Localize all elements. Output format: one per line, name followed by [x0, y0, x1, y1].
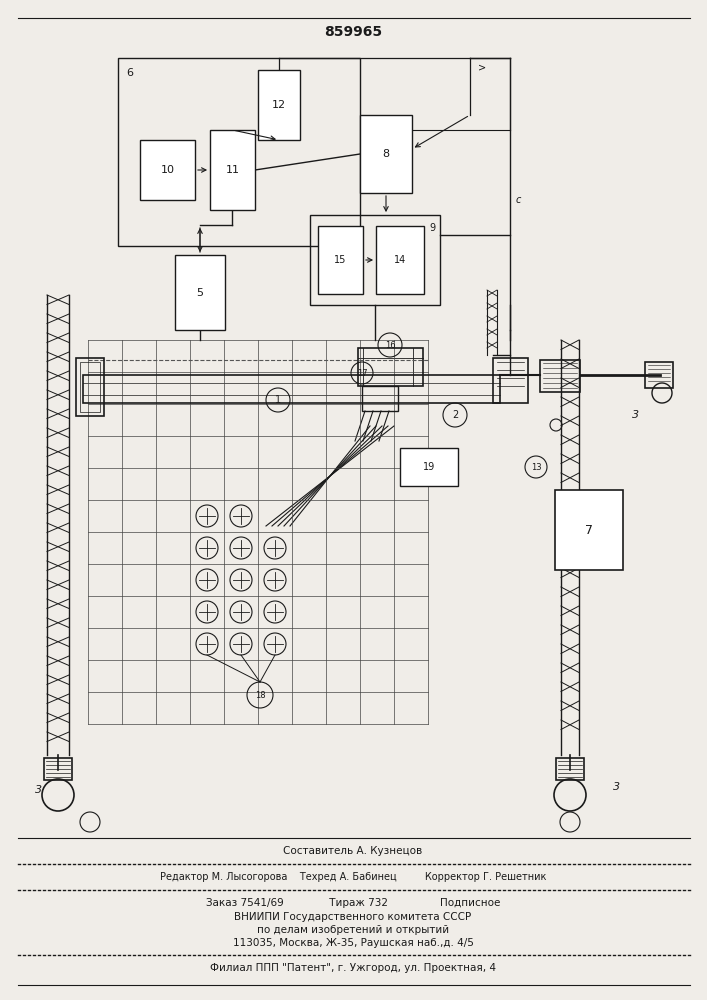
Bar	[400, 448, 458, 486]
Bar	[645, 362, 673, 388]
Bar	[140, 140, 195, 200]
Bar	[76, 358, 104, 416]
Text: 19: 19	[423, 462, 435, 472]
Text: 3: 3	[613, 782, 620, 792]
Text: 1: 1	[275, 395, 281, 405]
Text: 17: 17	[357, 368, 368, 377]
Bar	[360, 115, 412, 193]
Bar	[258, 70, 300, 140]
Text: 14: 14	[394, 255, 406, 265]
Text: Заказ 7541/69              Тираж 732                Подписное: Заказ 7541/69 Тираж 732 Подписное	[206, 898, 500, 908]
Text: 10: 10	[160, 165, 175, 175]
Text: 3: 3	[632, 410, 639, 420]
Bar	[80, 362, 100, 412]
Text: 9: 9	[430, 223, 436, 233]
Text: 8: 8	[382, 149, 390, 159]
Text: Редактор М. Лысогорова    Техред А. Бабинец         Корректор Г. Решетник: Редактор М. Лысогорова Техред А. Бабинец…	[160, 872, 547, 882]
Bar	[493, 358, 528, 403]
Bar	[358, 348, 423, 386]
Text: по делам изобретений и открытий: по делам изобретений и открытий	[257, 925, 449, 935]
Text: Составитель А. Кузнецов: Составитель А. Кузнецов	[284, 846, 423, 856]
Text: 12: 12	[272, 100, 286, 110]
Bar	[118, 58, 360, 246]
Text: 859965: 859965	[324, 25, 382, 39]
Bar	[540, 360, 580, 392]
Text: >: >	[478, 62, 486, 72]
Text: 7: 7	[585, 524, 593, 536]
Bar	[175, 255, 225, 330]
Bar	[555, 490, 623, 570]
Bar	[318, 226, 363, 294]
Bar	[556, 758, 584, 780]
Text: 13: 13	[531, 462, 542, 472]
Text: 11: 11	[226, 165, 240, 175]
Text: ВНИИПИ Государственного комитета СССР: ВНИИПИ Государственного комитета СССР	[235, 912, 472, 922]
Text: 3: 3	[35, 785, 42, 795]
Text: 16: 16	[385, 340, 395, 350]
Text: c: c	[516, 195, 521, 205]
Bar	[44, 758, 72, 780]
Text: Филиал ППП "Патент", г. Ужгород, ул. Проектная, 4: Филиал ППП "Патент", г. Ужгород, ул. Про…	[210, 963, 496, 973]
Text: 6: 6	[126, 68, 133, 78]
Bar	[210, 130, 255, 210]
Text: 5: 5	[197, 288, 204, 298]
Text: 18: 18	[255, 690, 265, 700]
Bar	[362, 386, 398, 411]
Text: 15: 15	[334, 255, 346, 265]
Bar	[83, 375, 500, 403]
Bar	[310, 215, 440, 305]
Text: 2: 2	[452, 410, 458, 420]
Bar	[376, 226, 424, 294]
Text: 113035, Москва, Ж-35, Раушская наб.,д. 4/5: 113035, Москва, Ж-35, Раушская наб.,д. 4…	[233, 938, 474, 948]
